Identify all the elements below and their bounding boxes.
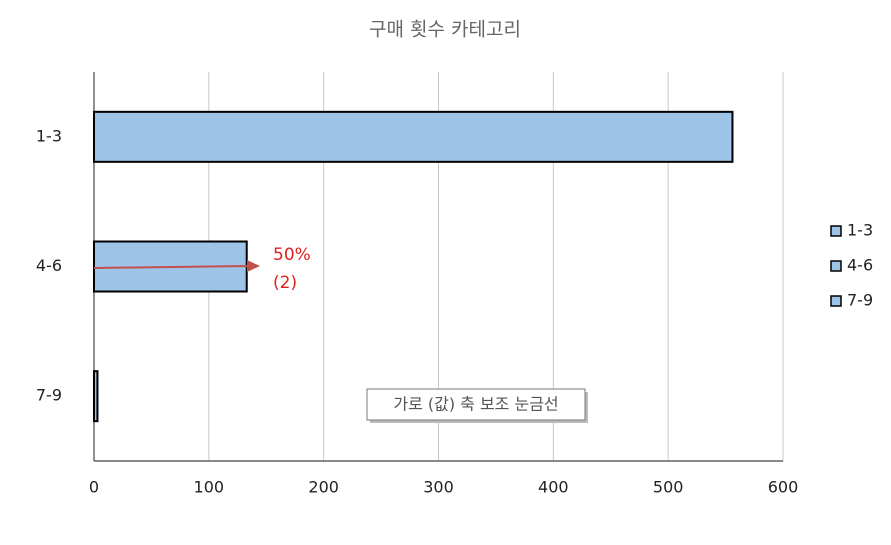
x-tick-label: 200 bbox=[308, 478, 339, 497]
legend-swatch bbox=[830, 260, 842, 272]
legend-label: 1-3 bbox=[847, 221, 873, 240]
y-tick-label: 7-9 bbox=[36, 386, 62, 405]
x-tick-label: 300 bbox=[423, 478, 454, 497]
annotation-text: (2) bbox=[273, 273, 297, 293]
legend-label: 4-6 bbox=[847, 256, 873, 275]
legend-label: 7-9 bbox=[847, 291, 873, 310]
x-tick-label: 0 bbox=[89, 478, 99, 497]
chart-title: 구매 횟수 카테고리 bbox=[369, 19, 521, 41]
x-tick-label: 400 bbox=[538, 478, 569, 497]
legend-swatch bbox=[830, 295, 842, 307]
tooltip-box bbox=[366, 388, 586, 421]
legend-swatch bbox=[830, 225, 842, 237]
x-tick-label: 100 bbox=[194, 478, 225, 497]
x-tick-label: 500 bbox=[653, 478, 684, 497]
y-tick-label: 4-6 bbox=[36, 256, 62, 275]
x-tick-label: 600 bbox=[768, 478, 799, 497]
annotation-text: 50% bbox=[273, 245, 311, 265]
bar bbox=[93, 370, 99, 423]
bar bbox=[93, 110, 734, 163]
tooltip-text: 가로 (값) 축 보조 눈금선 bbox=[393, 395, 558, 414]
annotation-arrowhead bbox=[247, 260, 260, 272]
y-tick-label: 1-3 bbox=[36, 126, 62, 145]
annotation-arrow bbox=[93, 265, 249, 269]
